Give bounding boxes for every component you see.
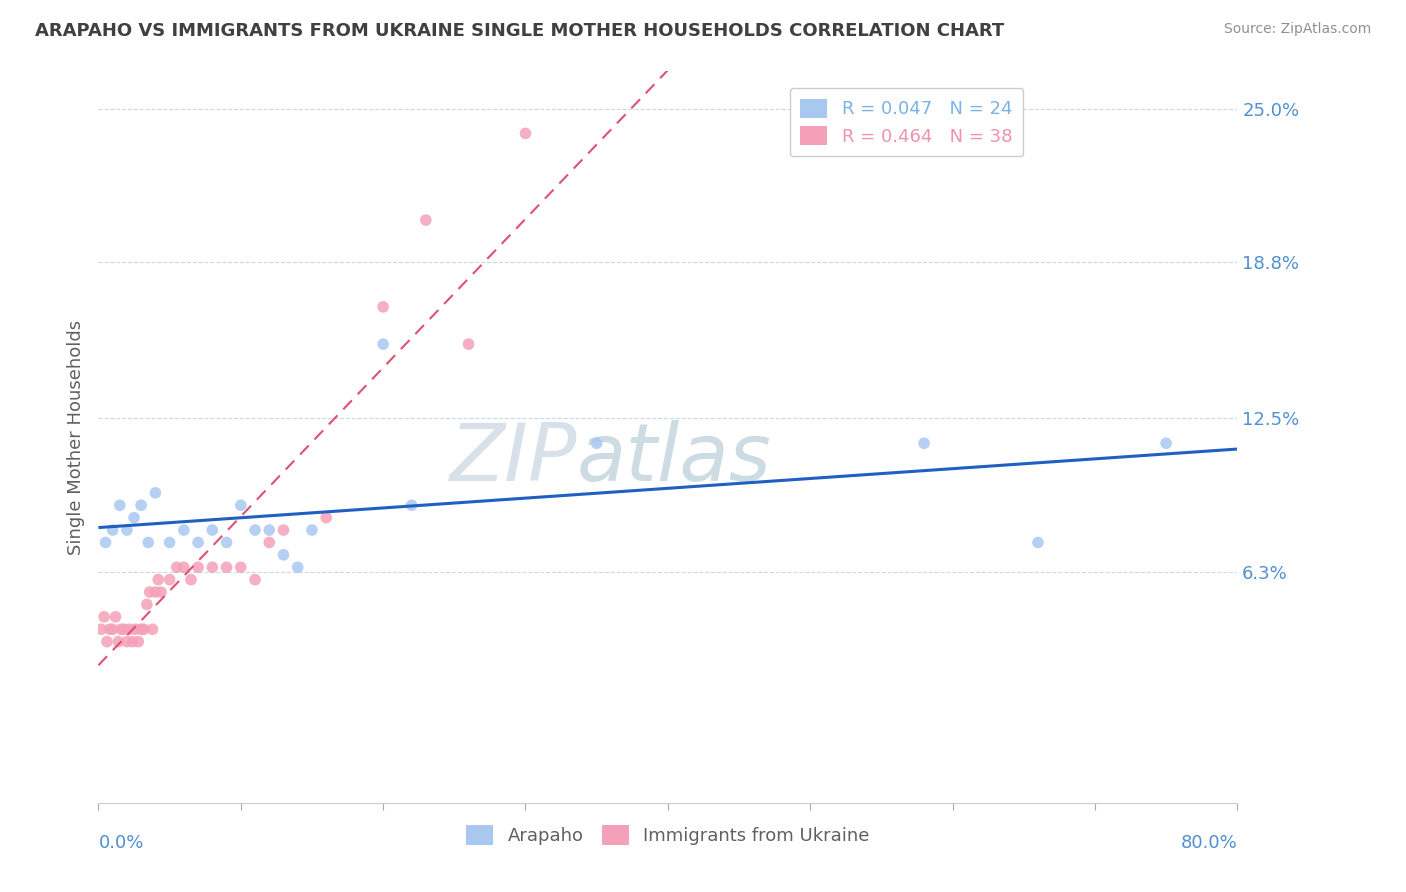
- Point: [373, 337, 395, 351]
- Point: [141, 622, 163, 636]
- Point: [148, 573, 170, 587]
- Point: [127, 634, 149, 648]
- Point: [187, 535, 209, 549]
- Point: [315, 510, 337, 524]
- Point: [93, 610, 115, 624]
- Text: 0.0%: 0.0%: [98, 833, 143, 852]
- Point: [166, 560, 188, 574]
- Point: [273, 548, 295, 562]
- Point: [118, 622, 141, 636]
- Point: [129, 498, 152, 512]
- Y-axis label: Single Mother Households: Single Mother Households: [66, 319, 84, 555]
- Legend: Arapaho, Immigrants from Ukraine: Arapaho, Immigrants from Ukraine: [458, 818, 877, 852]
- Point: [101, 523, 124, 537]
- Point: [108, 498, 131, 512]
- Point: [145, 585, 167, 599]
- Point: [122, 510, 145, 524]
- Point: [129, 622, 152, 636]
- Point: [135, 598, 157, 612]
- Point: [115, 523, 138, 537]
- Point: [90, 622, 112, 636]
- Point: [101, 622, 124, 636]
- Point: [173, 560, 195, 574]
- Point: [259, 535, 281, 549]
- Point: [457, 337, 479, 351]
- Point: [145, 486, 167, 500]
- Point: [121, 634, 143, 648]
- Text: 80.0%: 80.0%: [1181, 833, 1237, 852]
- Point: [259, 523, 281, 537]
- Point: [373, 300, 395, 314]
- Point: [229, 560, 252, 574]
- Point: [215, 560, 238, 574]
- Point: [136, 535, 159, 549]
- Point: [107, 634, 129, 648]
- Point: [110, 622, 132, 636]
- Point: [201, 523, 224, 537]
- Text: atlas: atlas: [576, 420, 772, 498]
- Point: [98, 622, 121, 636]
- Point: [132, 622, 155, 636]
- Point: [124, 622, 146, 636]
- Point: [150, 585, 173, 599]
- Point: [401, 498, 423, 512]
- Point: [243, 523, 266, 537]
- Point: [912, 436, 935, 450]
- Point: [229, 498, 252, 512]
- Text: Source: ZipAtlas.com: Source: ZipAtlas.com: [1223, 22, 1371, 37]
- Point: [515, 126, 537, 140]
- Point: [180, 573, 202, 587]
- Point: [112, 622, 135, 636]
- Point: [104, 610, 127, 624]
- Point: [159, 573, 181, 587]
- Point: [96, 634, 118, 648]
- Point: [201, 560, 224, 574]
- Point: [585, 436, 607, 450]
- Point: [115, 634, 138, 648]
- Text: ZIP: ZIP: [450, 420, 576, 498]
- Point: [187, 560, 209, 574]
- Point: [1154, 436, 1177, 450]
- Point: [138, 585, 160, 599]
- Point: [415, 213, 437, 227]
- Point: [215, 535, 238, 549]
- Point: [273, 523, 295, 537]
- Point: [173, 523, 195, 537]
- Point: [301, 523, 323, 537]
- Text: ARAPAHO VS IMMIGRANTS FROM UKRAINE SINGLE MOTHER HOUSEHOLDS CORRELATION CHART: ARAPAHO VS IMMIGRANTS FROM UKRAINE SINGL…: [35, 22, 1004, 40]
- Point: [287, 560, 309, 574]
- Point: [159, 535, 181, 549]
- Point: [94, 535, 117, 549]
- Point: [243, 573, 266, 587]
- Point: [1026, 535, 1049, 549]
